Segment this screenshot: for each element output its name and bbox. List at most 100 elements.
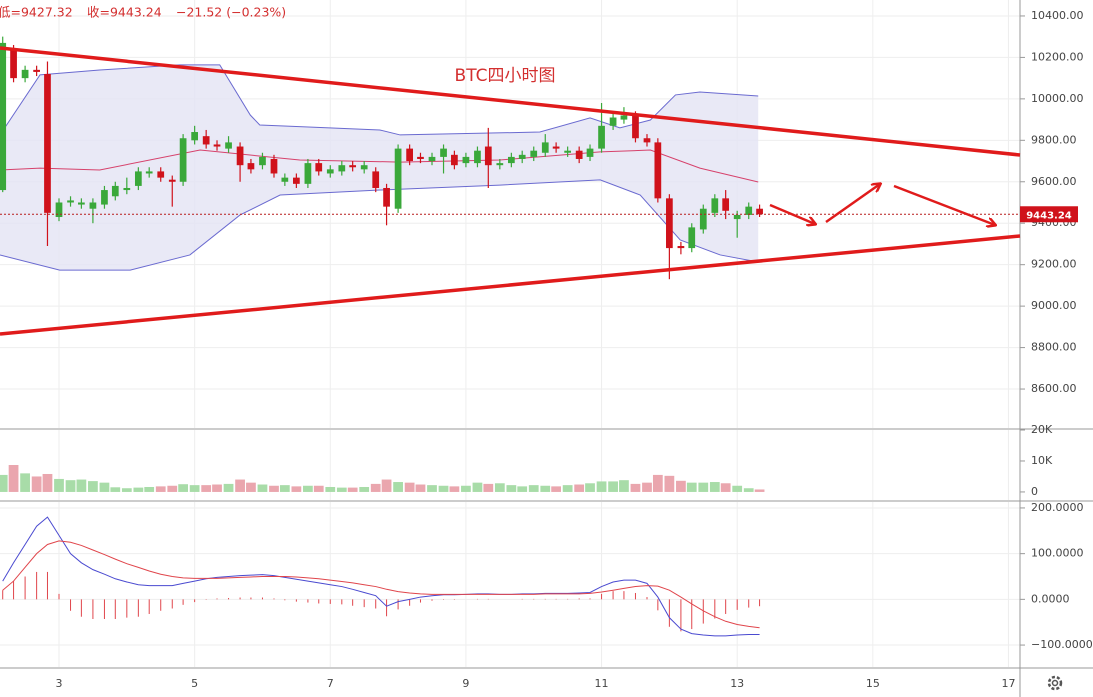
volume-bar [415,484,426,492]
volume-bar [291,486,302,492]
candle-body [756,208,763,215]
candle-body [145,171,153,174]
header-low: 低=9427.32 [0,5,73,20]
candle-body [575,150,583,159]
volume-bar [596,481,607,492]
y-tick-label: 10000.00 [1031,92,1084,105]
candle-body [496,163,504,166]
volume-bar [709,482,720,492]
y-tick-label: 9600.00 [1031,175,1077,188]
volume-bar [528,485,539,492]
candle-body [654,142,662,199]
volume-bar [449,486,460,492]
candle-body [372,171,380,188]
volume-bar [483,483,494,492]
volume-bar [178,484,188,492]
candle-body [699,208,707,230]
macd-line [2,540,760,629]
candle-body [745,206,753,215]
candle-body [326,169,334,174]
candle-body [89,202,97,209]
x-tick-label: 17 [1001,677,1015,690]
candle-body [383,187,390,207]
volume-bar [472,482,483,492]
x-tick-label: 5 [191,677,198,690]
band-area [0,64,759,271]
volume-bar [133,487,144,492]
volume-bar [652,474,663,492]
price-pane [0,0,1020,428]
candle-body [733,214,741,220]
y-tick-label: 9800.00 [1031,133,1077,146]
candle-body [21,69,29,79]
volume-bar [494,483,505,492]
volume-bar [664,475,675,492]
volume-bar [212,484,222,492]
volume-bar [370,483,381,492]
volume-bar [427,485,437,492]
volume-bar [461,485,471,492]
overlay-line [0,179,759,271]
volume-bar [0,474,8,492]
candle-body [609,117,617,126]
volume-bar [347,487,358,492]
candle-body [281,177,289,182]
candle-body [564,150,572,153]
volume-bar [698,482,709,492]
volume-bar [608,481,618,492]
volume-pane [0,430,1009,500]
candle-body [315,163,323,172]
candle-body [677,246,685,249]
candle-body [552,146,560,149]
volume-bar [235,479,245,492]
candle-body [711,198,719,213]
candle-body [507,156,515,164]
candle-body [474,150,481,164]
volume-bar [393,482,403,492]
y-tick-label: 0 [1031,485,1038,498]
settings-icon[interactable] [1047,675,1063,691]
volume-bar [20,473,30,492]
volume-bar [642,482,652,492]
candle-body [722,198,730,211]
candle-body [213,144,221,147]
candle-body [518,154,526,159]
y-tick-label: 10K [1031,454,1053,467]
volume-bar [540,485,551,492]
candle-body [620,115,628,120]
candle-body [632,115,639,139]
candle-body [111,185,119,197]
candle-body [666,198,673,249]
volume-bar [313,485,324,492]
candle-body [451,154,458,166]
volume-bar [257,484,268,492]
candle-body [55,202,63,218]
volume-bar [279,485,290,492]
volume-bar [65,480,76,492]
candle-body [338,165,346,172]
y-tick-label: 0.0000 [1031,592,1070,605]
y-tick-label: 200.0000 [1031,501,1084,514]
candle-body [67,200,74,203]
volume-bar [404,482,415,492]
candle-body [157,171,165,178]
volume-bar [76,479,87,492]
volume-bar [99,482,110,492]
candle-body [259,156,266,166]
y-tick-label: 9200.00 [1031,258,1077,271]
y-tick-label: 10400.00 [1031,9,1084,22]
volume-bar [754,489,765,492]
volume-bar [574,484,585,492]
candle-body [541,142,549,153]
volume-bar [246,482,256,492]
macd-pane [0,502,1020,667]
candle-body [360,165,368,170]
volume-bar [189,485,200,492]
overlay-line [0,64,759,136]
volume-bar [359,486,370,492]
volume-bar [630,483,641,492]
candle-body [417,156,424,159]
x-tick-label: 3 [56,677,63,690]
y-tick-label: 8600.00 [1031,382,1077,395]
